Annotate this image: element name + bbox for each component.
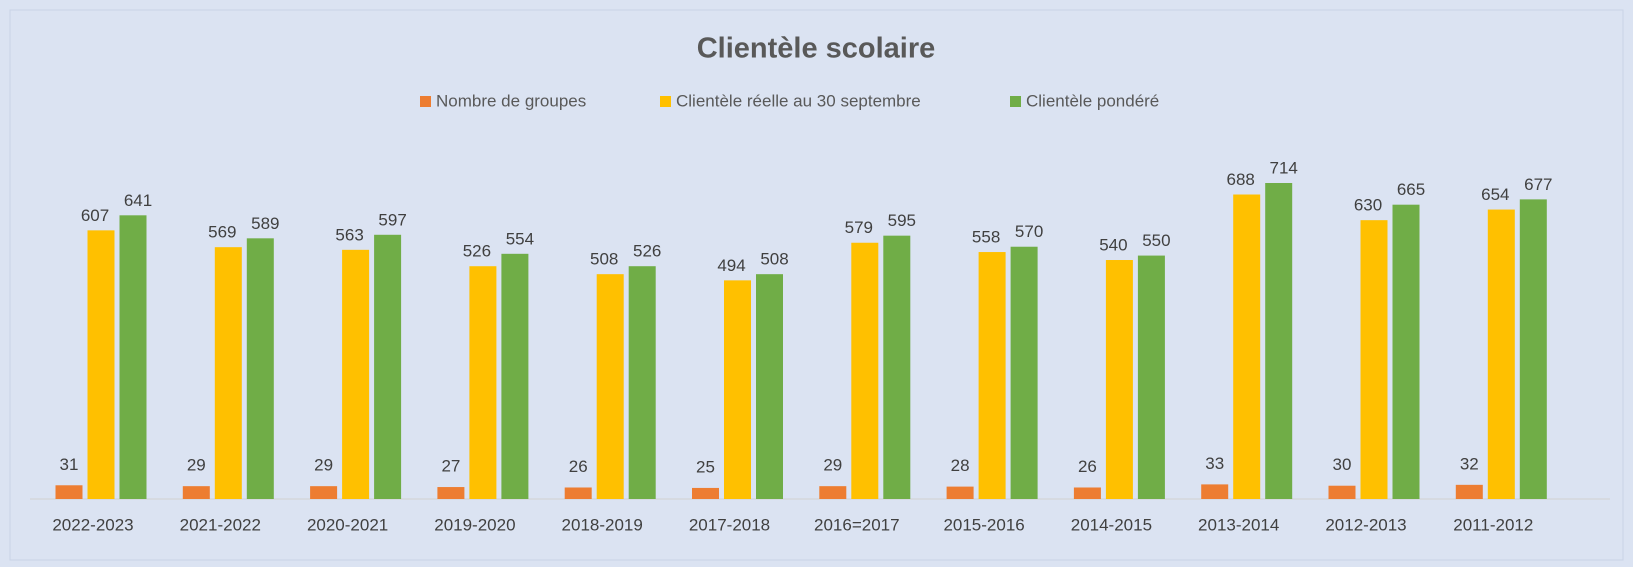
bar bbox=[564, 487, 592, 499]
data-label: 570 bbox=[1015, 222, 1043, 241]
bar bbox=[119, 215, 147, 500]
data-label: 32 bbox=[1460, 454, 1479, 473]
data-label: 31 bbox=[60, 455, 79, 474]
data-label: 26 bbox=[569, 457, 588, 476]
x-tick-label: 2013-2014 bbox=[1198, 515, 1279, 534]
data-label: 563 bbox=[335, 225, 363, 244]
bar bbox=[1392, 204, 1420, 499]
x-tick-label: 2018-2019 bbox=[562, 515, 643, 534]
bar bbox=[1519, 199, 1547, 499]
data-label: 597 bbox=[378, 210, 406, 229]
data-label: 494 bbox=[717, 256, 745, 275]
bar bbox=[182, 486, 210, 499]
bar bbox=[501, 253, 529, 499]
data-label: 630 bbox=[1354, 196, 1382, 215]
x-tick-label: 2016=2017 bbox=[814, 515, 900, 534]
bar bbox=[87, 230, 115, 499]
bar bbox=[310, 486, 338, 499]
bar bbox=[1073, 487, 1101, 499]
data-label: 714 bbox=[1270, 158, 1298, 177]
data-label: 595 bbox=[888, 211, 916, 230]
chart-border bbox=[9, 9, 1624, 561]
data-label: 508 bbox=[590, 250, 618, 269]
data-label: 569 bbox=[208, 223, 236, 242]
bar bbox=[55, 485, 83, 499]
data-label: 607 bbox=[81, 206, 109, 225]
bar bbox=[1201, 484, 1229, 499]
data-label: 33 bbox=[1205, 454, 1224, 473]
legend-swatch bbox=[1010, 96, 1021, 107]
x-tick-label: 2012-2013 bbox=[1325, 515, 1406, 534]
x-tick-label: 2019-2020 bbox=[434, 515, 515, 534]
bar bbox=[819, 486, 847, 499]
bar bbox=[1487, 209, 1515, 499]
data-label: 526 bbox=[633, 242, 661, 261]
x-tick-label: 2017-2018 bbox=[689, 515, 770, 534]
x-tick-label: 2014-2015 bbox=[1071, 515, 1152, 534]
legend-swatch bbox=[420, 96, 431, 107]
data-label: 688 bbox=[1227, 170, 1255, 189]
data-label: 654 bbox=[1481, 185, 1509, 204]
bar bbox=[246, 238, 274, 499]
data-label: 558 bbox=[972, 228, 1000, 247]
data-label: 29 bbox=[187, 456, 206, 475]
bar bbox=[1360, 220, 1388, 500]
x-tick-label: 2020-2021 bbox=[307, 515, 388, 534]
bar bbox=[1105, 260, 1133, 499]
bar bbox=[437, 487, 465, 499]
bar bbox=[756, 274, 783, 499]
data-label: 29 bbox=[823, 456, 842, 475]
x-tick-label: 2021-2022 bbox=[180, 515, 261, 534]
bar bbox=[946, 486, 974, 499]
bar bbox=[1010, 246, 1038, 499]
legend-swatch bbox=[660, 96, 671, 107]
data-label: 589 bbox=[251, 214, 279, 233]
bar bbox=[692, 487, 719, 499]
bar bbox=[374, 234, 402, 500]
data-label: 508 bbox=[760, 250, 788, 269]
legend-label: Nombre de groupes bbox=[436, 91, 586, 110]
data-label: 30 bbox=[1333, 455, 1352, 474]
data-label: 579 bbox=[845, 218, 873, 237]
bar bbox=[1137, 255, 1165, 499]
data-label: 28 bbox=[951, 456, 970, 475]
bar bbox=[724, 280, 751, 499]
data-label: 26 bbox=[1078, 457, 1097, 476]
data-label: 550 bbox=[1142, 231, 1170, 250]
x-tick-label: 2022-2023 bbox=[52, 515, 133, 534]
bar bbox=[1265, 183, 1293, 499]
bar bbox=[978, 252, 1006, 499]
bar bbox=[1328, 485, 1356, 499]
data-label: 554 bbox=[506, 229, 534, 248]
bar bbox=[851, 242, 879, 499]
data-label: 665 bbox=[1397, 180, 1425, 199]
bar bbox=[596, 274, 624, 499]
bar bbox=[1233, 194, 1261, 499]
data-label: 25 bbox=[696, 457, 715, 476]
data-label: 641 bbox=[124, 191, 152, 210]
legend-label: Clientèle réelle au 30 septembre bbox=[676, 91, 921, 110]
bar bbox=[214, 247, 242, 499]
x-tick-label: 2015-2016 bbox=[943, 515, 1024, 534]
bar bbox=[628, 266, 656, 499]
data-label: 526 bbox=[463, 242, 491, 261]
chart-title: Clientèle scolaire bbox=[697, 33, 936, 65]
bar bbox=[342, 249, 370, 499]
data-label: 29 bbox=[314, 456, 333, 475]
data-label: 27 bbox=[441, 457, 460, 476]
data-label: 540 bbox=[1099, 235, 1127, 254]
bar bbox=[469, 266, 497, 499]
bar bbox=[1455, 484, 1483, 499]
bar bbox=[883, 235, 911, 499]
data-label: 677 bbox=[1524, 175, 1552, 194]
legend-label: Clientèle pondéré bbox=[1026, 91, 1159, 110]
x-tick-label: 2011-2012 bbox=[1453, 515, 1533, 534]
